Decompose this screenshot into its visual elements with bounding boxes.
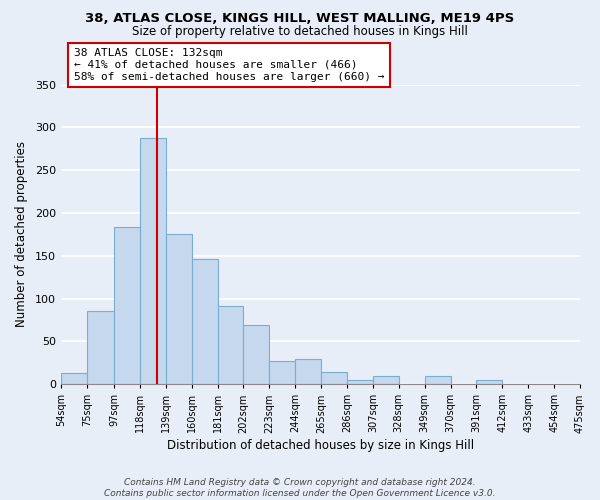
- Bar: [61, 373, 87, 384]
- Bar: [244, 325, 269, 384]
- Bar: [114, 226, 140, 384]
- Text: 38 ATLAS CLOSE: 132sqm
← 41% of detached houses are smaller (466)
58% of semi-de: 38 ATLAS CLOSE: 132sqm ← 41% of detached…: [74, 48, 385, 82]
- Bar: [321, 372, 347, 384]
- Bar: [166, 234, 191, 384]
- Bar: [347, 380, 373, 384]
- Bar: [373, 376, 399, 384]
- Bar: [295, 360, 321, 384]
- X-axis label: Distribution of detached houses by size in Kings Hill: Distribution of detached houses by size …: [167, 440, 474, 452]
- Text: 38, ATLAS CLOSE, KINGS HILL, WEST MALLING, ME19 4PS: 38, ATLAS CLOSE, KINGS HILL, WEST MALLIN…: [85, 12, 515, 26]
- Y-axis label: Number of detached properties: Number of detached properties: [15, 142, 28, 328]
- Text: Contains HM Land Registry data © Crown copyright and database right 2024.
Contai: Contains HM Land Registry data © Crown c…: [104, 478, 496, 498]
- Bar: [191, 259, 218, 384]
- Bar: [218, 306, 244, 384]
- Bar: [87, 312, 114, 384]
- Bar: [425, 376, 451, 384]
- Text: Size of property relative to detached houses in Kings Hill: Size of property relative to detached ho…: [132, 25, 468, 38]
- Bar: [269, 361, 295, 384]
- Bar: [476, 380, 502, 384]
- Bar: [140, 138, 166, 384]
